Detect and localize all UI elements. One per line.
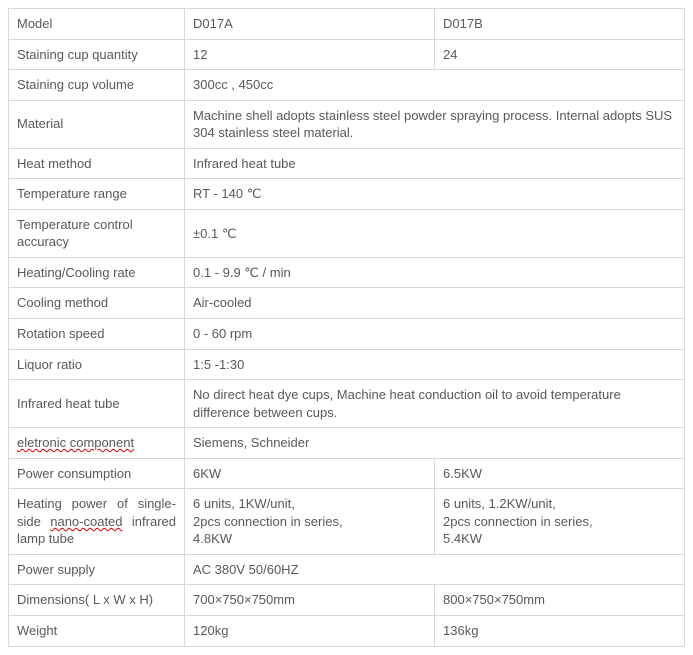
row-value: 300cc , 450cc <box>185 70 685 101</box>
table-row: Heating power of single-side nano-coated… <box>9 489 685 555</box>
row-value: RT - 140 ℃ <box>185 179 685 210</box>
row-value: Air-cooled <box>185 288 685 319</box>
row-value: Siemens, Schneider <box>185 428 685 459</box>
row-value: ±0.1 ℃ <box>185 209 685 257</box>
table-row: eletronic componentSiemens, Schneider <box>9 428 685 459</box>
table-row: Temperature rangeRT - 140 ℃ <box>9 179 685 210</box>
row-label: Power consumption <box>9 458 185 489</box>
row-value: Infrared heat tube <box>185 148 685 179</box>
table-row: Heat methodInfrared heat tube <box>9 148 685 179</box>
spec-table: ModelD017AD017BStaining cup quantity1224… <box>8 8 685 647</box>
row-label: Temperature range <box>9 179 185 210</box>
row-value-b: 6 units, 1.2KW/unit,2pcs connection in s… <box>435 489 685 555</box>
row-value-a: 12 <box>185 39 435 70</box>
row-label: Power supply <box>9 554 185 585</box>
row-value: Machine shell adopts stainless steel pow… <box>185 100 685 148</box>
row-label: Heat method <box>9 148 185 179</box>
row-value-b: 6.5KW <box>435 458 685 489</box>
row-label: Liquor ratio <box>9 349 185 380</box>
row-label: Cooling method <box>9 288 185 319</box>
row-label: Rotation speed <box>9 319 185 350</box>
table-row: Dimensions( L x W x H)700×750×750mm800×7… <box>9 585 685 616</box>
row-value-a: 6KW <box>185 458 435 489</box>
table-row: Power consumption6KW6.5KW <box>9 458 685 489</box>
table-row: Heating/Cooling rate0.1 - 9.9 ℃ / min <box>9 257 685 288</box>
table-row: Staining cup quantity1224 <box>9 39 685 70</box>
row-value: 0 - 60 rpm <box>185 319 685 350</box>
table-row: Temperature control accuracy±0.1 ℃ <box>9 209 685 257</box>
row-value-a: D017A <box>185 9 435 40</box>
row-value-b: D017B <box>435 9 685 40</box>
row-value: 1:5 -1:30 <box>185 349 685 380</box>
row-value-a: 700×750×750mm <box>185 585 435 616</box>
table-row: Staining cup volume300cc , 450cc <box>9 70 685 101</box>
row-label: Infrared heat tube <box>9 380 185 428</box>
row-label: Weight <box>9 616 185 647</box>
row-value-b: 24 <box>435 39 685 70</box>
row-value-a: 6 units, 1KW/unit,2pcs connection in ser… <box>185 489 435 555</box>
row-label: Heating power of single-side nano-coated… <box>9 489 185 555</box>
row-label: eletronic component <box>9 428 185 459</box>
row-label: Material <box>9 100 185 148</box>
row-label: Heating/Cooling rate <box>9 257 185 288</box>
table-row: ModelD017AD017B <box>9 9 685 40</box>
row-value: 0.1 - 9.9 ℃ / min <box>185 257 685 288</box>
table-row: Cooling methodAir-cooled <box>9 288 685 319</box>
table-row: Rotation speed0 - 60 rpm <box>9 319 685 350</box>
row-label: Model <box>9 9 185 40</box>
table-row: Infrared heat tubeNo direct heat dye cup… <box>9 380 685 428</box>
row-label: Dimensions( L x W x H) <box>9 585 185 616</box>
row-value-b: 136kg <box>435 616 685 647</box>
row-label: Staining cup quantity <box>9 39 185 70</box>
table-row: Power supplyAC 380V 50/60HZ <box>9 554 685 585</box>
row-value-a: 120kg <box>185 616 435 647</box>
row-value-b: 800×750×750mm <box>435 585 685 616</box>
table-row: MaterialMachine shell adopts stainless s… <box>9 100 685 148</box>
row-value: No direct heat dye cups, Machine heat co… <box>185 380 685 428</box>
row-value: AC 380V 50/60HZ <box>185 554 685 585</box>
row-label: Staining cup volume <box>9 70 185 101</box>
row-label: Temperature control accuracy <box>9 209 185 257</box>
table-row: Liquor ratio1:5 -1:30 <box>9 349 685 380</box>
table-row: Weight120kg136kg <box>9 616 685 647</box>
